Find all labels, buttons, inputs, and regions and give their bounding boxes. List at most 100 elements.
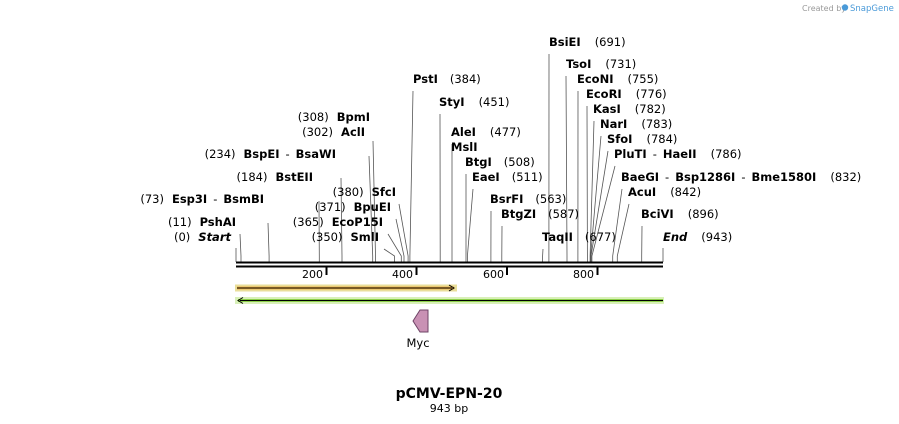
site-bcivi-position: (896): [688, 207, 719, 221]
site-bcivi-label[interactable]: BciVI (896): [641, 207, 719, 221]
site-sfoi-name: SfoI: [607, 132, 632, 146]
site-eaei-label[interactable]: EaeI (511): [472, 170, 543, 184]
site-kasi-label[interactable]: KasI (782): [593, 102, 666, 116]
site-alei-label[interactable]: AleI (477): [451, 125, 521, 139]
site-bpuei-position: (371): [315, 200, 346, 214]
site-smli-position: (350): [312, 230, 343, 244]
site-pluti-position: (786): [711, 147, 742, 161]
site-acli-label[interactable]: (302) AclI: [302, 125, 365, 139]
site-styi-label[interactable]: StyI (451): [439, 95, 510, 109]
forward-feature-bar[interactable]: [235, 284, 457, 292]
site-pshai-label[interactable]: (11) PshAI: [168, 215, 236, 229]
site-ecop15i-position: (365): [293, 215, 324, 229]
site-taqii-position: (677): [585, 230, 616, 244]
leader-line-tsoi: [565, 75, 568, 262]
map-title: pCMV-EPN-20: [396, 386, 503, 402]
site-taqii-name: TaqII: [542, 230, 573, 244]
site-esp3i-separator: -: [213, 192, 217, 206]
site-bsrfi-position: (563): [535, 192, 566, 206]
site-psti-label[interactable]: PstI (384): [413, 72, 481, 86]
site-bsteii-position: (184): [237, 170, 268, 184]
site-btgzi-label[interactable]: BtgZI (587): [501, 207, 579, 221]
leader-line-kasi: [589, 120, 595, 262]
credit-brand: SnapGene: [850, 4, 894, 14]
site-sfoi-label[interactable]: SfoI (784): [607, 132, 677, 146]
site-bpuei-name: BpuEI: [354, 200, 391, 214]
site-btgi-position: (508): [504, 155, 535, 169]
site-acli-position: (302): [302, 125, 333, 139]
site-tsoi-label[interactable]: TsoI (731): [566, 57, 636, 71]
site-bspei-label[interactable]: (234) BspEI - BsaWI: [205, 147, 336, 161]
leader-lines: [235, 53, 664, 262]
site-baegi-name3: Bme1580I: [752, 170, 817, 184]
site-ecori-name: EcoRI: [586, 87, 622, 101]
site-taqii-label[interactable]: TaqII (677): [542, 230, 616, 244]
site-econi-position: (755): [627, 72, 658, 86]
site-msli-label[interactable]: MslI: [451, 140, 478, 154]
site-acui-label[interactable]: AcuI (842): [628, 185, 701, 199]
site-bsiei-position: (691): [595, 35, 626, 49]
site-esp3i-label[interactable]: (73) Esp3I - BsmBI: [140, 192, 264, 206]
site-btgi-name: BtgI: [465, 155, 492, 169]
site-baegi-label[interactable]: BaeGI - Bsp1286I - Bme1580I (832): [621, 170, 861, 184]
site-nari-name: NarI: [600, 117, 627, 131]
myc-feature[interactable]: Myc: [406, 309, 430, 350]
site-pluti-name2: HaeII: [663, 147, 697, 161]
site-end-position: (943): [701, 230, 732, 244]
leader-line-smli: [383, 248, 395, 262]
site-bsiei-label[interactable]: BsiEI (691): [549, 35, 626, 49]
site-acui-position: (842): [670, 185, 701, 199]
site-btgi-label[interactable]: BtgI (508): [465, 155, 535, 169]
site-ecop15i-label[interactable]: (365) EcoP15I: [293, 215, 383, 229]
myc-feature-arrow-icon[interactable]: [412, 309, 429, 333]
site-styi-name: StyI: [439, 95, 465, 109]
site-end-label[interactable]: End (943): [663, 230, 732, 244]
site-nari-label[interactable]: NarI (783): [600, 117, 672, 131]
site-bspei-name: BspEI: [244, 147, 280, 161]
site-msli-name: MslI: [451, 140, 478, 154]
leader-line-acli: [368, 155, 374, 262]
leader-line-esp3i: [267, 222, 270, 262]
reverse-feature-bar[interactable]: [235, 297, 664, 304]
site-bpmi-name: BpmI: [337, 110, 370, 124]
site-start-position: (0): [174, 230, 190, 244]
site-baegi-name: BaeGI: [621, 170, 659, 184]
site-pluti-label[interactable]: PluTI - HaeII (786): [614, 147, 742, 161]
site-bpmi-label[interactable]: (308) BpmI: [298, 110, 370, 124]
site-ecori-label[interactable]: EcoRI (776): [586, 87, 667, 101]
site-bpuei-label[interactable]: (371) BpuEI: [315, 200, 391, 214]
site-psti-name: PstI: [413, 72, 438, 86]
site-esp3i-position: (73): [140, 192, 164, 206]
site-bsteii-label[interactable]: (184) BstEII: [237, 170, 313, 184]
leader-line-sfci: [398, 203, 409, 262]
site-psti-position: (384): [450, 72, 481, 86]
tick-label: 400: [392, 268, 413, 281]
leader-line-sfoi: [590, 150, 609, 262]
site-pshai-name: PshAI: [200, 215, 236, 229]
tick-label: 800: [573, 268, 594, 281]
site-esp3i-name: Esp3I: [172, 192, 207, 206]
site-pluti-name: PluTI: [614, 147, 647, 161]
site-sfci-label[interactable]: (380) SfcI: [333, 185, 396, 199]
leader-line-bpuei: [395, 218, 405, 262]
site-nari-position: (783): [641, 117, 672, 131]
map-length: 943 bp: [430, 402, 468, 415]
site-kasi-name: KasI: [593, 102, 621, 116]
site-start-label[interactable]: (0) Start: [174, 230, 232, 244]
site-smli-label[interactable]: (350) SmlI: [312, 230, 379, 244]
ruler: 200 400 600 800: [302, 267, 599, 281]
site-bcivi-name: BciVI: [641, 207, 674, 221]
site-econi-label[interactable]: EcoNI (755): [577, 72, 658, 86]
site-bsrfi-label[interactable]: BsrFI (563): [490, 192, 566, 206]
site-alei-name: AleI: [451, 125, 476, 139]
site-bsteii-name: BstEII: [275, 170, 313, 184]
reverse-arrow-icon: [237, 297, 244, 304]
site-ecori-position: (776): [636, 87, 667, 101]
leader-line-eaei: [466, 188, 474, 262]
site-labels: (0) Start (11) PshAI (73) Esp3I - BsmBI (184)…: [140, 35, 861, 244]
leader-line-bpmi: [372, 140, 376, 262]
site-btgzi-name: BtgZI: [501, 207, 536, 221]
leader-line-pshai: [239, 233, 242, 262]
site-bsiei-name: BsiEI: [549, 35, 581, 49]
